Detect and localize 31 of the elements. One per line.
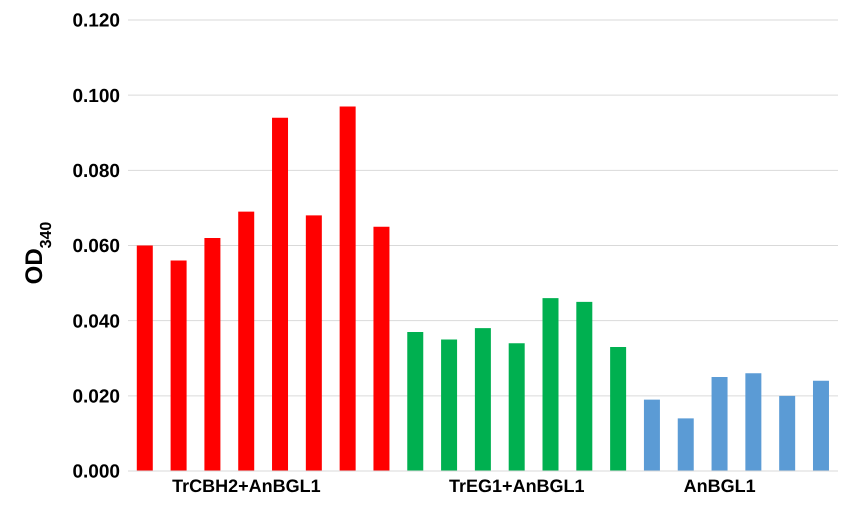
bar [204,238,220,471]
bar [306,215,322,471]
bar [779,396,796,471]
y-tick-label: 0.060 [72,236,120,258]
bar [610,346,626,471]
bar [373,226,390,471]
bar [272,118,288,471]
y-tick-label: 0.100 [72,86,120,107]
x-tick-label: TrEG1+AnBGL1 [449,476,585,496]
bar [340,106,356,471]
bar [812,380,829,471]
bar [644,400,660,471]
bar [474,328,491,471]
bar [136,246,153,471]
x-tick-label: TrCBH2+AnBGL1 [172,476,321,496]
bar [238,212,254,471]
bar [441,339,458,471]
bar [678,418,694,471]
y-tick-label: 0.020 [72,386,120,408]
bar [745,373,762,471]
bar [712,377,728,471]
bar [542,298,559,471]
bar [407,332,424,471]
y-tick-label: 0.120 [72,10,120,32]
bar [576,302,592,471]
y-tick-label: 0.080 [72,161,120,182]
bar [508,343,525,471]
y-tick-label: 0.040 [72,311,120,332]
y-tick-label: 0.000 [72,462,120,483]
bar [170,260,187,471]
x-tick-label: AnBGL1 [684,476,756,496]
